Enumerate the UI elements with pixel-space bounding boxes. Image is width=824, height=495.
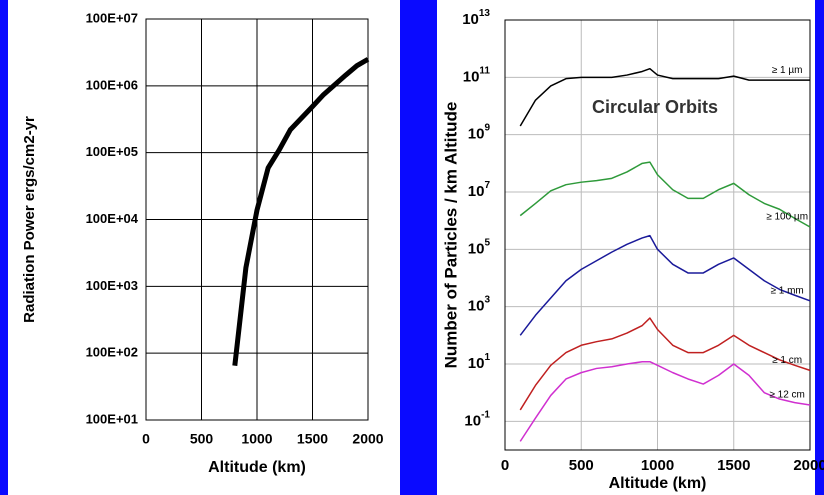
y-tick-label: 100E+03 (86, 278, 138, 293)
x-tick-label: 0 (501, 457, 509, 474)
x-tick-label: 0 (142, 431, 150, 447)
y-tick-label: 100E+04 (86, 211, 139, 226)
y-tick-label: 100E+06 (86, 77, 138, 92)
y-tick-label: 1011 (463, 65, 491, 85)
series-line (519, 317, 811, 411)
series-label: ≥ 1 µm (772, 65, 803, 76)
y-tick-label: 100E+07 (86, 10, 138, 25)
y-tick-label: 101 (468, 352, 491, 372)
y-tick-label: 10-1 (464, 409, 490, 429)
plot-frame (504, 19, 811, 451)
y-tick-base: 10 (468, 298, 485, 315)
left-panel (8, 0, 400, 495)
y-axis-label: Number of Particles / km Altitude (441, 102, 460, 369)
series-line (519, 360, 811, 442)
y-tick-label: 109 (468, 122, 491, 142)
y-tick-label: 1013 (462, 8, 490, 28)
y-tick-power: 5 (484, 237, 490, 248)
y-tick-power: 7 (484, 180, 490, 191)
y-tick-power: -1 (481, 409, 490, 420)
series-label: ≥ 1 cm (772, 355, 802, 366)
annotation: Circular Orbits (592, 97, 718, 117)
y-tick-base: 10 (468, 183, 485, 200)
x-tick-label: 500 (190, 431, 214, 447)
y-tick-base: 10 (468, 240, 485, 257)
series-line (232, 57, 370, 366)
series-label: ≥ 1 mm (770, 285, 803, 296)
y-tick-label: 100E+05 (86, 144, 138, 159)
x-tick-label: 2000 (793, 457, 824, 474)
y-tick-power: 11 (479, 65, 490, 76)
x-axis-label: Altitude (km) (208, 459, 306, 476)
x-axis-label: Altitude (km) (609, 475, 707, 492)
x-tick-label: 500 (569, 457, 594, 474)
y-axis-label: Radiation Power ergs/cm2-yr (21, 116, 38, 323)
y-tick-label: 107 (468, 180, 491, 200)
series-line (519, 234, 811, 336)
x-tick-label: 1000 (641, 457, 674, 474)
series-line (519, 161, 811, 228)
y-tick-label: 105 (468, 237, 491, 257)
y-tick-base: 10 (468, 355, 485, 372)
y-tick-power: 3 (484, 294, 490, 305)
y-tick-label: 100E+02 (86, 345, 138, 360)
y-tick-power: 13 (479, 8, 491, 19)
y-tick-base: 10 (462, 11, 479, 28)
y-tick-power: 9 (484, 122, 490, 133)
x-tick-label: 1500 (717, 457, 750, 474)
y-tick-base: 10 (468, 126, 485, 143)
y-tick-label: 100E+01 (86, 411, 138, 426)
series-label: ≥ 12 cm (769, 390, 805, 401)
y-tick-power: 1 (484, 352, 490, 363)
x-tick-label: 2000 (352, 431, 383, 447)
series-label: ≥ 100 µm (766, 212, 808, 223)
right-panel (437, 0, 815, 495)
x-tick-label: 1500 (297, 431, 328, 447)
plot-frame (145, 18, 369, 421)
y-tick-base: 10 (463, 68, 480, 85)
y-tick-label: 103 (468, 294, 491, 314)
y-tick-base: 10 (464, 412, 481, 429)
x-tick-label: 1000 (241, 431, 272, 447)
series-line (519, 67, 810, 127)
